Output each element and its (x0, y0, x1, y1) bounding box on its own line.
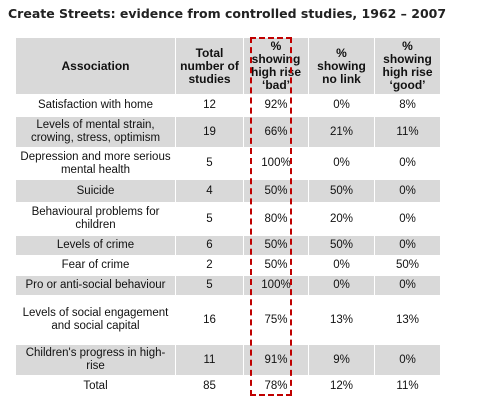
cell: 85 (175, 375, 244, 397)
header-cell: Association (15, 37, 176, 95)
row-label: Total (15, 375, 176, 397)
table-row: Total 85 78% 12% 11% (15, 375, 441, 397)
table-row: Levels of crime 6 50% 50% 0% (15, 235, 441, 256)
cell: 0% (374, 344, 441, 376)
cell: 2 (175, 255, 244, 276)
cell: 12% (308, 375, 375, 397)
row-label: Depression and more serious mental healt… (15, 147, 176, 180)
cell: 16 (175, 295, 244, 345)
table-row: Depression and more serious mental healt… (15, 147, 441, 180)
cell: 5 (175, 147, 244, 180)
cell: 0% (308, 275, 375, 296)
cell: 91% (243, 344, 309, 376)
cell: 5 (175, 202, 244, 236)
cell: 50% (308, 179, 375, 203)
title: Create Streets: evidence from controlled… (8, 6, 447, 21)
cell: 0% (374, 275, 441, 296)
table: Association Total number of studies% show… (15, 37, 441, 397)
table-row: Pro or anti-social behaviour 5 100% 0% 0% (15, 275, 441, 296)
row-label: Levels of crime (15, 235, 176, 256)
cell: 21% (308, 116, 375, 148)
table-row: Children's progress in high- rise 11 91% 9%… (15, 344, 441, 376)
row-label: Fear of crime (15, 255, 176, 276)
cell: 100% (243, 147, 309, 180)
cell: 13% (308, 295, 375, 345)
cell: 11% (374, 375, 441, 397)
row-label: Pro or anti-social behaviour (15, 275, 176, 296)
cell: 50% (243, 179, 309, 203)
cell: 13% (374, 295, 441, 345)
cell: 9% (308, 344, 375, 376)
row-label: Levels of mental strain, crowing, stress… (15, 116, 176, 148)
table-row: Suicide 4 50% 50% 0% (15, 179, 441, 203)
table-row: Levels of social engagement and social c… (15, 295, 441, 345)
cell: 50% (243, 235, 309, 256)
header-cell: % showing no link (308, 37, 375, 95)
cell: 19 (175, 116, 244, 148)
table-row: Fear of crime 2 50% 0% 50% (15, 255, 441, 276)
row-label: Levels of social engagement and social c… (15, 295, 176, 345)
cell: 50% (308, 235, 375, 256)
cell: 11% (374, 116, 441, 148)
cell: 0% (308, 255, 375, 276)
cell: 6 (175, 235, 244, 256)
cell: 8% (374, 94, 441, 117)
table-row: Levels of mental strain, crowing, stress… (15, 116, 441, 148)
cell: 100% (243, 275, 309, 296)
row-label: Children's progress in high- rise (15, 344, 176, 376)
cell: 0% (374, 202, 441, 236)
table-body: Satisfaction with home 12 92% 0% 8% Levels of… (15, 94, 441, 397)
row-label: Suicide (15, 179, 176, 203)
cell: 0% (374, 235, 441, 256)
cell: 4 (175, 179, 244, 203)
header-row: Association Total number of studies% show… (15, 37, 441, 95)
cell: 11 (175, 344, 244, 376)
header-cell: Total number of studies (175, 37, 244, 95)
cell: 12 (175, 94, 244, 117)
cell: 5 (175, 275, 244, 296)
table-row: Satisfaction with home 12 92% 0% 8% (15, 94, 441, 117)
cell: 0% (374, 179, 441, 203)
highlight-box (250, 37, 292, 396)
row-label: Behavioural problems for children (15, 202, 176, 236)
header-cell: % showing high rise ‘good’ (374, 37, 441, 95)
cell: 0% (308, 94, 375, 117)
cell: 0% (308, 147, 375, 180)
row-label: Satisfaction with home (15, 94, 176, 117)
table-row: Behavioural problems for children 5 80% 20%… (15, 202, 441, 236)
cell: 50% (243, 255, 309, 276)
header-cell: % showing high rise ‘bad’ (243, 37, 309, 95)
cell: 50% (374, 255, 441, 276)
cell: 0% (374, 147, 441, 180)
cell: 66% (243, 116, 309, 148)
cell: 20% (308, 202, 375, 236)
cell: 78% (243, 375, 309, 397)
